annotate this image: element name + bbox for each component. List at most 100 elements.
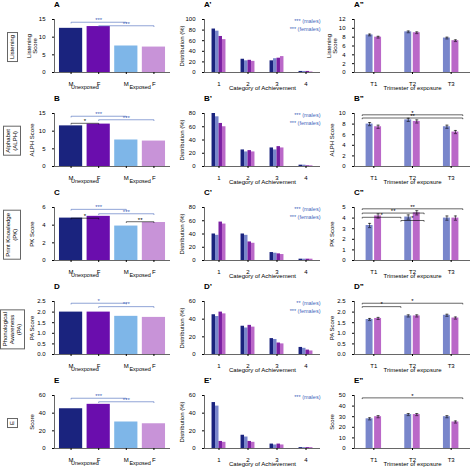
svg-text:F: F [152, 363, 156, 369]
svg-text:T3: T3 [448, 81, 456, 87]
svg-text:M: M [124, 81, 129, 87]
svg-text:*: * [84, 213, 87, 219]
svg-text:2: 2 [342, 236, 346, 242]
svg-text:F: F [152, 175, 156, 181]
svg-text:2: 2 [342, 153, 346, 159]
svg-text:**: ** [391, 208, 396, 214]
svg-text:Unexposed: Unexposed [71, 84, 99, 90]
svg-text:80: 80 [189, 204, 196, 210]
svg-text:0: 0 [42, 163, 46, 169]
svg-text:0: 0 [342, 445, 346, 451]
svg-text:ALPH Score: ALPH Score [329, 123, 335, 157]
svg-text:*: * [411, 393, 414, 399]
svg-text:Trimester of exposure: Trimester of exposure [383, 273, 442, 279]
svg-text:40: 40 [189, 316, 196, 322]
svg-text:0.0: 0.0 [337, 351, 346, 357]
svg-text:2: 2 [342, 61, 346, 67]
svg-text:Trimester of exposure: Trimester of exposure [383, 85, 442, 91]
svg-text:20: 20 [39, 428, 46, 434]
svg-text:T1: T1 [370, 457, 378, 463]
svg-text:T3: T3 [448, 363, 456, 369]
svg-text:5: 5 [42, 52, 46, 58]
svg-text:***: *** [123, 209, 131, 215]
svg-text:Category of Achievement: Category of Achievement [229, 179, 296, 185]
svg-text:**: ** [410, 113, 415, 119]
svg-text:4: 4 [342, 142, 346, 148]
svg-text:Distribution (%): Distribution (%) [179, 401, 185, 442]
svg-text:40: 40 [39, 410, 46, 416]
svg-text:8: 8 [342, 34, 346, 40]
svg-text:15: 15 [39, 110, 46, 116]
svg-text:0: 0 [192, 69, 196, 75]
svg-text:10: 10 [39, 128, 46, 134]
svg-text:1: 1 [342, 247, 346, 253]
svg-text:Exposed: Exposed [129, 460, 150, 466]
svg-text:***: *** [95, 17, 103, 23]
svg-text:ListeningScore: ListeningScore [326, 34, 338, 58]
svg-text:M: M [124, 363, 129, 369]
svg-text:Category of Achievement: Category of Achievement [229, 461, 296, 467]
svg-text:*** (females): *** (females) [290, 308, 321, 314]
svg-text:*** (males): *** (males) [294, 206, 320, 212]
svg-text:Category of Achievement: Category of Achievement [229, 367, 296, 373]
svg-text:5: 5 [42, 146, 46, 152]
svg-text:20: 20 [189, 150, 196, 156]
svg-text:4: 4 [304, 457, 308, 463]
svg-text:30: 30 [339, 414, 346, 420]
svg-text:0: 0 [342, 69, 346, 75]
svg-text:1.0: 1.0 [337, 330, 346, 336]
svg-text:Category of Achievement: Category of Achievement [229, 273, 296, 279]
svg-text:4: 4 [304, 81, 308, 87]
svg-text:PA Score: PA Score [29, 315, 35, 340]
svg-text:*: * [411, 215, 414, 221]
svg-text:2.0: 2.0 [37, 309, 46, 315]
svg-text:12: 12 [339, 16, 346, 22]
svg-text:20: 20 [189, 244, 196, 250]
svg-text:PA Score: PA Score [329, 315, 335, 340]
svg-text:Trimester of exposure: Trimester of exposure [383, 179, 442, 185]
svg-text:*** (males): *** (males) [294, 394, 320, 400]
svg-text:60: 60 [189, 218, 196, 224]
svg-text:20: 20 [339, 424, 346, 430]
svg-text:T3: T3 [448, 269, 456, 275]
svg-text:1: 1 [217, 175, 221, 181]
svg-text:20: 20 [189, 334, 196, 340]
svg-text:0: 0 [192, 351, 196, 357]
svg-text:50: 50 [339, 392, 346, 398]
svg-text:0: 0 [342, 163, 346, 169]
svg-text:8: 8 [342, 121, 346, 127]
svg-text:F: F [152, 457, 156, 463]
svg-text:5: 5 [342, 204, 346, 210]
svg-text:Exposed: Exposed [129, 366, 150, 372]
svg-text:*: * [380, 301, 383, 307]
svg-text:*: * [84, 118, 87, 124]
svg-text:4: 4 [304, 363, 308, 369]
svg-text:*** (females): *** (females) [290, 120, 321, 126]
svg-text:T3: T3 [448, 175, 456, 181]
svg-text:Score: Score [29, 414, 35, 430]
svg-text:Trimester of exposure: Trimester of exposure [383, 461, 442, 467]
svg-text:T1: T1 [370, 363, 378, 369]
svg-text:Trimester of exposure: Trimester of exposure [383, 367, 442, 373]
svg-text:T1: T1 [370, 175, 378, 181]
svg-text:4: 4 [342, 215, 346, 221]
svg-text:0: 0 [192, 445, 196, 451]
svg-text:Exposed: Exposed [129, 272, 150, 278]
svg-text:***: *** [95, 393, 103, 399]
svg-text:Unexposed: Unexposed [71, 460, 99, 466]
svg-text:10: 10 [339, 435, 346, 441]
svg-text:Distribution (%): Distribution (%) [179, 307, 185, 348]
svg-text:F: F [152, 269, 156, 275]
svg-text:Exposed: Exposed [129, 178, 150, 184]
svg-text:1.0: 1.0 [37, 330, 46, 336]
svg-text:0.5: 0.5 [337, 341, 346, 347]
svg-text:0: 0 [192, 163, 196, 169]
svg-text:0: 0 [42, 257, 46, 263]
svg-text:**: ** [138, 217, 143, 223]
svg-text:Exposed: Exposed [129, 84, 150, 90]
svg-text:*: * [411, 298, 414, 304]
svg-text:Distribution (%): Distribution (%) [179, 213, 185, 254]
svg-text:M: M [124, 175, 129, 181]
svg-text:**: ** [410, 204, 415, 210]
svg-text:2: 2 [42, 240, 46, 246]
